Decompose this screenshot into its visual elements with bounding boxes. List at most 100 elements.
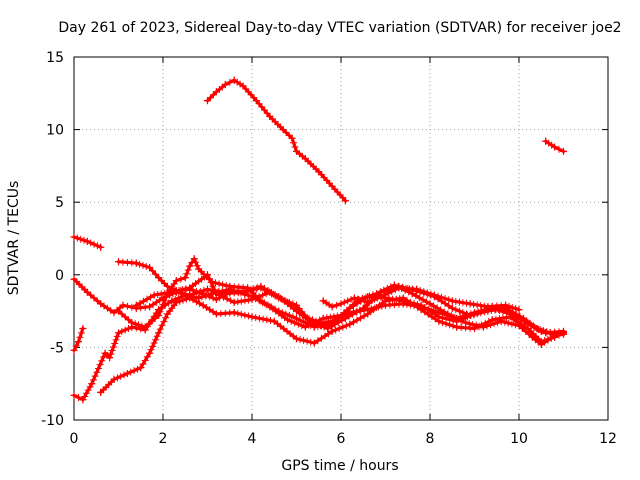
data-point — [275, 307, 283, 315]
y-axis-label: SDTVAR / TECUs — [6, 181, 22, 296]
series-trace-6 — [97, 294, 567, 396]
data-point — [181, 274, 189, 282]
data-point — [70, 275, 78, 283]
data-point — [70, 346, 78, 354]
data-point — [328, 327, 336, 335]
data-point — [212, 290, 220, 298]
data-point — [293, 314, 300, 322]
data-point — [328, 182, 336, 190]
data-point — [204, 271, 211, 279]
data-point — [377, 293, 385, 301]
data-point — [266, 113, 274, 120]
data-point — [132, 259, 140, 267]
data-point — [204, 97, 211, 105]
series-line — [205, 78, 347, 203]
data-point — [155, 312, 163, 319]
data-point — [542, 137, 550, 145]
data-point — [471, 310, 478, 318]
data-point — [137, 364, 145, 372]
data-point — [413, 285, 421, 293]
data-point — [168, 288, 176, 296]
x-tick-label: 0 — [70, 431, 79, 447]
y-tick-label: 15 — [46, 50, 64, 66]
data-point — [435, 313, 443, 321]
data-point — [110, 309, 118, 317]
data-point — [212, 310, 220, 318]
data-point — [212, 88, 220, 96]
data-point — [279, 126, 287, 134]
data-point — [239, 82, 247, 90]
data-point — [226, 282, 234, 290]
data-point — [448, 297, 456, 305]
data-point — [155, 329, 163, 337]
data-point — [88, 380, 96, 388]
series-trace-10 — [319, 284, 523, 314]
data-point — [488, 316, 496, 324]
data-point — [150, 291, 158, 299]
data-point — [70, 233, 78, 241]
data-point — [364, 298, 372, 306]
data-point — [542, 329, 550, 337]
y-tick-label: 0 — [55, 268, 64, 284]
data-point — [199, 290, 207, 298]
data-point — [448, 304, 456, 312]
data-point — [466, 300, 474, 308]
data-point — [444, 310, 452, 318]
data-point — [248, 296, 256, 303]
data-point — [328, 320, 336, 328]
data-point — [560, 147, 567, 155]
data-point — [146, 264, 154, 271]
data-point — [195, 294, 203, 302]
x-tick-label: 8 — [426, 431, 435, 447]
data-point — [110, 375, 118, 383]
data-point — [75, 338, 82, 346]
data-point — [230, 309, 238, 317]
data-point — [230, 76, 238, 84]
data-point — [319, 297, 327, 305]
data-point — [115, 307, 122, 315]
data-point — [257, 284, 265, 292]
data-point — [163, 282, 171, 290]
data-point — [244, 284, 252, 292]
plus-markers — [204, 76, 349, 205]
x-axis-label: GPS time / hours — [281, 458, 398, 474]
data-point — [97, 300, 105, 308]
series-trace-2 — [542, 137, 567, 155]
data-point — [471, 325, 478, 332]
grid — [74, 57, 608, 420]
data-point — [315, 168, 323, 176]
data-point — [524, 320, 532, 328]
data-point — [79, 396, 87, 404]
data-point — [106, 354, 114, 362]
data-point — [97, 243, 105, 251]
data-point — [284, 298, 292, 306]
data-point — [350, 294, 358, 302]
data-point — [257, 297, 265, 305]
data-point — [172, 298, 180, 306]
data-point — [199, 301, 207, 309]
data-point — [115, 329, 122, 337]
data-point — [270, 317, 278, 325]
data-point — [515, 306, 523, 314]
data-point — [128, 319, 136, 327]
data-point — [155, 274, 163, 282]
data-point — [537, 338, 545, 346]
x-tick-label: 10 — [510, 431, 528, 447]
data-point — [172, 277, 180, 285]
axes: 0 2 4 6 8 10 12 -10 -5 0 5 10 15 — [41, 50, 617, 447]
data-point — [560, 327, 567, 335]
data-point — [417, 301, 425, 309]
data-point — [186, 294, 194, 302]
data-point — [115, 258, 122, 266]
data-point — [168, 297, 176, 305]
data-point — [395, 284, 403, 292]
y-tick-label: -10 — [41, 413, 64, 429]
data-point — [430, 291, 438, 299]
data-point — [359, 304, 367, 312]
y-tick-label: 10 — [46, 123, 64, 139]
series-trace-11 — [132, 271, 327, 328]
x-tick-label: 2 — [159, 431, 168, 447]
data-point — [146, 349, 154, 357]
data-point — [123, 370, 131, 377]
